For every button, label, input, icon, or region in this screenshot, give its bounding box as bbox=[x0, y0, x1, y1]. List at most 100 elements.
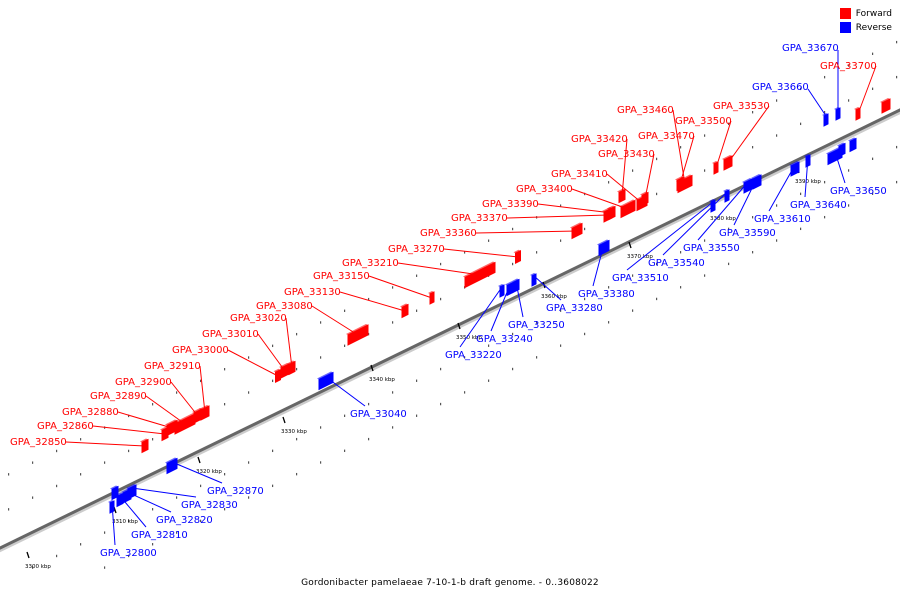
leader-line bbox=[662, 191, 728, 256]
reverse-gene bbox=[498, 284, 505, 298]
guide-dot bbox=[560, 239, 562, 242]
reverse-gene-label: GPA_33240 bbox=[476, 334, 533, 345]
forward-gene-label: GPA_32860 bbox=[37, 421, 94, 432]
leader-line bbox=[65, 441, 146, 447]
forward-gene bbox=[173, 413, 196, 435]
guide-dot bbox=[872, 192, 874, 196]
guide-dot bbox=[608, 181, 610, 184]
leader-line bbox=[679, 135, 695, 185]
tick-mark bbox=[26, 551, 30, 559]
guide-dot bbox=[272, 379, 274, 383]
guide-dot bbox=[752, 111, 754, 114]
leader-line bbox=[459, 286, 503, 348]
guide-dot bbox=[56, 484, 58, 488]
forward-gene bbox=[722, 155, 733, 171]
forward-gene-label: GPA_33530 bbox=[713, 101, 770, 112]
guide-dot bbox=[224, 368, 226, 371]
forward-gene bbox=[675, 176, 684, 192]
guide-dot bbox=[200, 379, 202, 383]
guide-dot bbox=[320, 461, 322, 464]
scale-ticks: 3300 kbp 3310 kbp 3320 kbp 3330 kbp 3340 kbp… bbox=[25, 166, 821, 570]
guide-dot bbox=[656, 297, 658, 301]
guide-dot bbox=[632, 274, 634, 277]
leader-line bbox=[117, 411, 173, 429]
leader-line bbox=[170, 381, 199, 417]
guide-dot bbox=[848, 169, 850, 172]
guide-dot bbox=[152, 508, 154, 511]
forward-gene-label: GPA_33010 bbox=[202, 329, 259, 340]
guide-dot bbox=[440, 297, 442, 301]
forward-gene bbox=[199, 405, 210, 421]
forward-gene-label: GPA_33390 bbox=[482, 199, 539, 210]
leader-line bbox=[145, 395, 186, 425]
reverse-gene bbox=[848, 137, 857, 153]
guide-dot bbox=[536, 251, 538, 254]
forward-gene bbox=[513, 249, 521, 265]
leader-line bbox=[626, 201, 714, 271]
guide-dot bbox=[320, 321, 322, 324]
reverse-gene-label: GPA_33650 bbox=[830, 186, 887, 197]
reverse-gene-label: GPA_33540 bbox=[648, 258, 705, 269]
guide-dot bbox=[272, 484, 274, 488]
guide-dot bbox=[584, 332, 586, 336]
guide-dot bbox=[296, 332, 298, 336]
leader-line bbox=[171, 461, 223, 484]
forward-gene bbox=[712, 161, 719, 175]
tick-label: 3380 kbp bbox=[710, 216, 736, 222]
leader-line bbox=[227, 349, 279, 377]
guide-dot bbox=[32, 461, 34, 464]
guide-dot bbox=[248, 391, 250, 394]
guide-dot bbox=[128, 519, 130, 523]
guide-dot bbox=[416, 274, 418, 277]
reverse-swatch bbox=[839, 22, 851, 33]
reverse-gene-label: GPA_33380 bbox=[578, 289, 635, 300]
guide-dot bbox=[800, 192, 802, 196]
guide-dot bbox=[152, 403, 154, 406]
reverse-gene bbox=[723, 189, 730, 203]
forward-gene bbox=[640, 191, 649, 207]
forward-gene-label: GPA_33700 bbox=[820, 61, 877, 72]
reverse-gene-label: GPA_33640 bbox=[790, 200, 847, 211]
guide-dot bbox=[224, 403, 226, 406]
forward-gene-label: GPA_33420 bbox=[571, 134, 628, 145]
tick-mark bbox=[628, 241, 632, 249]
leader-lines bbox=[65, 50, 877, 546]
guide-dot bbox=[56, 554, 58, 558]
leader-line bbox=[715, 120, 732, 169]
guide-dot bbox=[872, 52, 874, 56]
leader-line bbox=[397, 262, 481, 276]
reverse-gene bbox=[804, 154, 811, 168]
leader-line bbox=[339, 291, 406, 312]
reverse-gene bbox=[742, 178, 753, 194]
reverse-gene-label: GPA_32830 bbox=[181, 500, 238, 511]
guide-dot bbox=[80, 473, 82, 476]
reverse-gene bbox=[108, 500, 115, 514]
reverse-gene-label: GPA_33610 bbox=[754, 214, 811, 225]
reverse-gene bbox=[597, 239, 610, 257]
guide-dot bbox=[200, 484, 202, 488]
forward-gene bbox=[140, 438, 149, 454]
leader-line bbox=[697, 181, 749, 241]
leader-line bbox=[506, 214, 609, 219]
forward-gene-label: GPA_32890 bbox=[90, 391, 147, 402]
guide-dot bbox=[80, 543, 82, 546]
leader-line bbox=[857, 65, 877, 115]
dotted-guides bbox=[8, 40, 898, 569]
guide-dot bbox=[32, 496, 34, 499]
leader-line bbox=[475, 230, 578, 234]
forward-gene-label: GPA_33020 bbox=[230, 313, 287, 324]
guide-dot bbox=[824, 180, 826, 184]
leader-line bbox=[368, 275, 433, 299]
reverse-gene bbox=[511, 278, 520, 294]
guide-dot bbox=[488, 239, 490, 242]
guide-dot bbox=[704, 274, 706, 277]
guide-dot bbox=[824, 215, 826, 219]
guide-dot bbox=[560, 204, 562, 207]
forward-gene bbox=[880, 98, 891, 114]
guide-dot bbox=[176, 496, 178, 499]
guide-dot bbox=[800, 122, 802, 126]
legend-forward-label: Forward bbox=[855, 8, 892, 19]
guide-dot bbox=[848, 204, 850, 207]
reverse-gene-label: GPA_33040 bbox=[350, 409, 407, 420]
guide-dot bbox=[416, 309, 418, 312]
